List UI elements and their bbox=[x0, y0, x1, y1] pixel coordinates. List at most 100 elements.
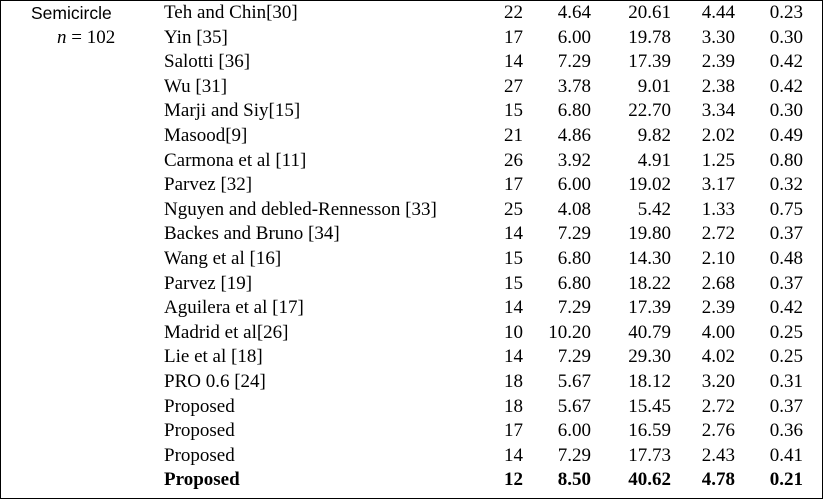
n-points-value: 21 bbox=[504, 125, 523, 146]
n-points-value: 17 bbox=[504, 26, 523, 48]
method-name: Parvez [19] bbox=[164, 272, 253, 294]
max-error-value: 2.68 bbox=[701, 272, 735, 294]
max-error-value: 2.72 bbox=[701, 395, 735, 417]
ise-value: 40.79 bbox=[628, 321, 671, 343]
fom-value: 0.48 bbox=[769, 248, 803, 269]
ise-value: 16.59 bbox=[628, 420, 671, 442]
n-points-value: 22 bbox=[504, 2, 523, 23]
compression-ratio-value: 6.00 bbox=[557, 26, 591, 48]
fom-value: 0.21 bbox=[769, 469, 803, 491]
compression-ratio-value: 6.80 bbox=[557, 100, 591, 122]
n-points-value: 18 bbox=[504, 371, 523, 392]
compression-ratio-value: 7.29 bbox=[557, 297, 591, 319]
sample-size-label: n = 102 bbox=[57, 26, 115, 51]
ise-value: 19.80 bbox=[628, 223, 671, 245]
method-name: Wu [31] bbox=[164, 75, 228, 97]
max-error-value: 4.44 bbox=[701, 2, 735, 23]
max-error-value: 3.20 bbox=[701, 371, 735, 392]
max-error-value: 4.00 bbox=[701, 321, 735, 343]
fom-value: 0.80 bbox=[769, 149, 803, 171]
ise-value: 17.39 bbox=[628, 297, 671, 319]
fom-value: 0.37 bbox=[769, 223, 803, 245]
n-points-value: 14 bbox=[504, 223, 523, 245]
max-error-value: 3.30 bbox=[701, 26, 735, 48]
fom-value: 0.36 bbox=[769, 420, 803, 442]
fom-value: 0.42 bbox=[769, 51, 803, 73]
ise-value: 19.02 bbox=[628, 174, 671, 196]
fom-value: 0.49 bbox=[769, 125, 803, 146]
max-error-value: 3.34 bbox=[701, 100, 735, 122]
method-name: Proposed bbox=[164, 420, 235, 442]
fom-value: 0.25 bbox=[769, 321, 803, 343]
ise-value: 20.61 bbox=[628, 2, 671, 23]
compression-ratio-value: 7.29 bbox=[557, 444, 591, 466]
compression-ratio-value: 8.50 bbox=[557, 469, 591, 491]
method-name: Carmona et al [11] bbox=[164, 149, 307, 171]
method-name: Proposed bbox=[164, 469, 240, 491]
n-points-value: 18 bbox=[504, 395, 523, 417]
ise-value: 14.30 bbox=[628, 248, 671, 269]
shape-label: Semicircle bbox=[31, 3, 112, 23]
compression-ratio-value: 7.29 bbox=[557, 223, 591, 245]
n-points-value: 25 bbox=[504, 198, 523, 220]
fom-value: 0.75 bbox=[769, 198, 803, 220]
method-name: Madrid et al[26] bbox=[164, 321, 289, 343]
compression-ratio-value: 6.00 bbox=[557, 174, 591, 196]
ise-value: 40.62 bbox=[628, 469, 671, 491]
method-name: Lie et al [18] bbox=[164, 346, 263, 368]
method-name: Parvez [32] bbox=[164, 174, 253, 196]
n-points-value: 15 bbox=[504, 248, 523, 269]
compression-ratio-value: 5.67 bbox=[557, 395, 591, 417]
method-name: Yin [35] bbox=[164, 26, 228, 48]
n-points-value: 17 bbox=[504, 174, 523, 196]
fom-value: 0.32 bbox=[769, 174, 803, 196]
ise-value: 18.12 bbox=[628, 371, 671, 392]
compression-ratio-value: 6.80 bbox=[557, 248, 591, 269]
max-error-value: 1.25 bbox=[701, 149, 735, 171]
ise-value: 4.91 bbox=[637, 149, 671, 171]
compression-ratio-value: 10.20 bbox=[548, 321, 591, 343]
fom-value: 0.42 bbox=[769, 297, 803, 319]
compression-ratio-value: 3.78 bbox=[557, 75, 591, 97]
method-name: Proposed bbox=[164, 395, 235, 417]
n-symbol: n bbox=[57, 26, 67, 48]
max-error-value: 2.72 bbox=[701, 223, 735, 245]
n-points-value: 17 bbox=[504, 420, 523, 442]
n-points-value: 14 bbox=[504, 444, 523, 466]
ise-value: 9.01 bbox=[637, 75, 671, 97]
max-error-value: 2.39 bbox=[701, 51, 735, 73]
fom-value: 0.31 bbox=[769, 371, 803, 392]
fom-value: 0.42 bbox=[769, 75, 803, 97]
compression-ratio-value: 7.29 bbox=[557, 346, 591, 368]
n-points-value: 26 bbox=[504, 149, 523, 171]
compression-ratio-value: 4.08 bbox=[557, 198, 591, 220]
method-name: Proposed bbox=[164, 444, 235, 466]
max-error-value: 2.43 bbox=[701, 444, 735, 466]
compression-ratio-value: 4.64 bbox=[557, 2, 591, 23]
max-error-value: 4.78 bbox=[701, 469, 735, 491]
ise-value: 9.82 bbox=[637, 125, 671, 146]
ise-value: 18.22 bbox=[628, 272, 671, 294]
method-name: Aguilera et al [17] bbox=[164, 297, 304, 319]
ise-value: 15.45 bbox=[628, 395, 671, 417]
ise-value: 17.73 bbox=[628, 444, 671, 466]
n-points-value: 14 bbox=[504, 297, 523, 319]
method-name: Wang et al [16] bbox=[164, 248, 282, 269]
n-points-value: 14 bbox=[504, 346, 523, 368]
method-name: PRO 0.6 [24] bbox=[164, 371, 266, 392]
max-error-value: 4.02 bbox=[701, 346, 735, 368]
max-error-value: 2.38 bbox=[701, 75, 735, 97]
max-error-value: 1.33 bbox=[701, 198, 735, 220]
fom-value: 0.41 bbox=[769, 444, 803, 466]
method-name: Salotti [36] bbox=[164, 51, 251, 73]
ise-value: 5.42 bbox=[637, 198, 671, 220]
n-points-value: 14 bbox=[504, 51, 523, 73]
fom-value: 0.37 bbox=[769, 395, 803, 417]
ise-value: 17.39 bbox=[628, 51, 671, 73]
ise-value: 29.30 bbox=[628, 346, 671, 368]
n-points-value: 10 bbox=[504, 321, 523, 343]
max-error-value: 2.76 bbox=[701, 420, 735, 442]
fom-value: 0.23 bbox=[769, 2, 803, 23]
n-points-value: 12 bbox=[504, 469, 523, 491]
